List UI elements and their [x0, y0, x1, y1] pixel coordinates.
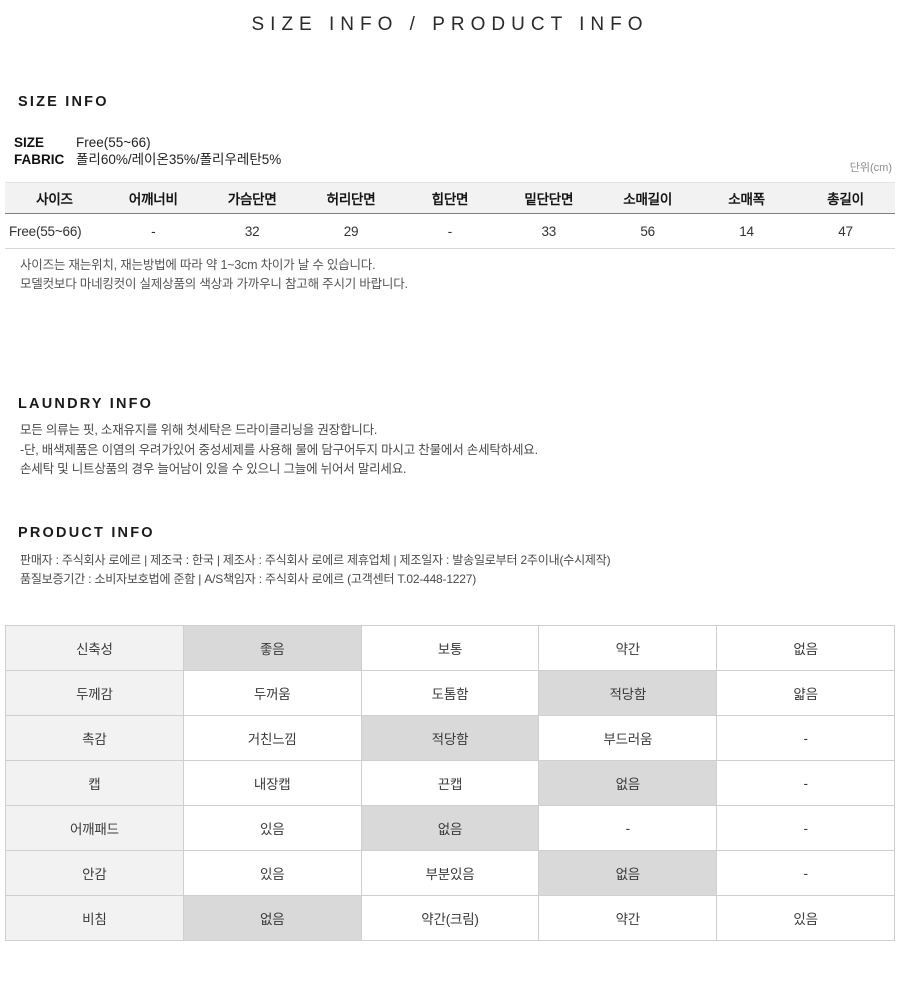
- size-notes: 사이즈는 재는위치, 재는방법에 따라 약 1~3cm 차이가 날 수 있습니다…: [20, 256, 408, 294]
- property-option-cell-selected: 없음: [360, 805, 540, 851]
- property-option-cell-selected: 적당함: [538, 670, 718, 716]
- section-heading-product-info: PRODUCT INFO: [18, 525, 155, 541]
- property-label-cell: 어깨패드: [5, 805, 184, 851]
- property-option-cell: -: [716, 850, 895, 896]
- property-option-cell: 끈캡: [360, 760, 540, 806]
- size-table-header-cell: 가슴단면: [202, 182, 302, 214]
- spec-value-fabric: 폴리60%/레이온35%/폴리우레탄5%: [76, 152, 282, 167]
- section-heading-laundry-info: LAUNDRY INFO: [18, 396, 154, 412]
- property-label-cell: 촉감: [5, 715, 184, 761]
- property-option-cell-selected: 적당함: [360, 715, 540, 761]
- property-option-cell: 얇음: [716, 670, 895, 716]
- size-table-header-cell: 사이즈: [5, 182, 104, 214]
- property-option-cell: 없음: [716, 625, 895, 671]
- property-option-cell: 거친느낌: [182, 715, 362, 761]
- page-title: SIZE INFO / PRODUCT INFO: [251, 14, 649, 35]
- size-table-cell: 56: [598, 213, 698, 249]
- property-option-cell: 약간(크림): [360, 895, 540, 941]
- unit-note: 단위(cm): [849, 162, 892, 174]
- property-option-cell: -: [716, 760, 895, 806]
- property-label-cell: 신축성: [5, 625, 184, 671]
- size-note-line: 사이즈는 재는위치, 재는방법에 따라 약 1~3cm 차이가 날 수 있습니다…: [20, 258, 376, 272]
- size-table-header-cell: 밑단단면: [499, 182, 599, 214]
- property-label-cell: 안감: [5, 850, 184, 896]
- property-option-cell: 두꺼움: [182, 670, 362, 716]
- property-option-cell: -: [538, 805, 718, 851]
- size-table-cell: 29: [301, 213, 401, 249]
- laundry-note-line: 모든 의류는 핏, 소재유지를 위해 첫세탁은 드라이클리닝을 권장합니다.: [20, 423, 378, 437]
- size-table-header-cell: 총길이: [796, 182, 895, 214]
- size-table-cell: 33: [499, 213, 599, 249]
- product-note-line: 품질보증기간 : 소비자보호법에 준함 | A/S책임자 : 주식회사 로에르 …: [20, 572, 477, 586]
- size-note-line: 모델컷보다 마네킹컷이 실제상품의 색상과 가까우니 참고해 주시기 바랍니다.: [20, 277, 408, 291]
- laundry-notes: 모든 의류는 핏, 소재유지를 위해 첫세탁은 드라이클리닝을 권장합니다. -단…: [20, 421, 538, 480]
- property-table-row: 안감 있음 부분있음 없음 -: [5, 850, 895, 896]
- size-measurement-table: 사이즈 어깨너비 가슴단면 허리단면 힙단면 밑단단면 소매길이 소매폭 총길이 Free(55…: [5, 182, 895, 249]
- spec-value-size: Free(55~66): [76, 135, 151, 150]
- size-table-cell: -: [400, 213, 500, 249]
- property-option-cell: 약간: [538, 625, 718, 671]
- property-option-cell: 도톰함: [360, 670, 540, 716]
- property-option-cell: 약간: [538, 895, 718, 941]
- section-heading-size-info: SIZE INFO: [18, 94, 109, 110]
- property-label-cell: 캡: [5, 760, 184, 806]
- size-table-header-cell: 소매길이: [598, 182, 698, 214]
- property-table-row: 캡 내장캡 끈캡 없음 -: [5, 760, 895, 806]
- size-table-cell: -: [103, 213, 203, 249]
- property-table-row: 어깨패드 있음 없음 - -: [5, 805, 895, 851]
- spec-label-fabric: FABRIC: [14, 152, 65, 167]
- property-option-cell-selected: 없음: [538, 850, 718, 896]
- size-table-body: Free(55~66) -32 29-33 56 14 47: [5, 213, 895, 249]
- property-table-row: 비침 없음 약간(크림) 약간 있음: [5, 895, 895, 941]
- property-option-cell: -: [716, 715, 895, 761]
- property-table-row: 신축성 좋음 보통 약간 없음: [5, 625, 895, 671]
- size-table-cell: Free(55~66): [5, 213, 104, 249]
- property-label-cell: 두께감: [5, 670, 184, 716]
- property-option-cell: 내장캡: [182, 760, 362, 806]
- spec-row-fabric: FABRIC 폴리60%/레이온35%/폴리우레탄5%: [14, 151, 281, 168]
- property-option-cell: 있음: [182, 805, 362, 851]
- size-table-header-cell: 소매폭: [697, 182, 796, 214]
- property-option-cell-selected: 없음: [538, 760, 718, 806]
- size-fabric-spec: SIZE Free(55~66) FABRIC 폴리60%/레이온35%/폴리우…: [14, 134, 281, 168]
- property-option-cell-selected: 없음: [182, 895, 362, 941]
- property-label-cell: 비침: [5, 895, 184, 941]
- size-table-header-cell: 어깨너비: [103, 182, 203, 214]
- property-table-row: 두께감 두꺼움 도톰함 적당함 얇음: [5, 670, 895, 716]
- size-table-header-cell: 허리단면: [301, 182, 401, 214]
- size-table-row: Free(55~66) -32 29-33 56 14 47: [5, 213, 895, 249]
- size-table-cell: 47: [796, 213, 895, 249]
- property-option-cell: 있음: [182, 850, 362, 896]
- spec-row-size: SIZE Free(55~66): [14, 134, 281, 151]
- property-table-body: 신축성 좋음 보통 약간 없음 두께감 두꺼움 도톰함 적당함 얇음 촉감 거친느낌 적당함 부드러움 - 캡…: [5, 625, 895, 941]
- product-property-table: 신축성 좋음 보통 약간 없음 두께감 두꺼움 도톰함 적당함 얇음 촉감 거친느낌 적당함 부드러움 - 캡…: [5, 625, 895, 941]
- product-notes: 판매자 : 주식회사 로에르 | 제조국 : 한국 | 제조사 : 주식회사 로…: [20, 551, 611, 589]
- size-table-cell: 14: [697, 213, 796, 249]
- product-note-line: 판매자 : 주식회사 로에르 | 제조국 : 한국 | 제조사 : 주식회사 로…: [20, 553, 611, 567]
- property-option-cell: 있음: [716, 895, 895, 941]
- size-table-header-cell: 힙단면: [400, 182, 500, 214]
- property-table-row: 촉감 거친느낌 적당함 부드러움 -: [5, 715, 895, 761]
- laundry-note-line: -단, 배색제품은 이염의 우려가있어 중성세제를 사용해 물에 담구어두지 마…: [20, 442, 538, 457]
- property-option-cell: -: [716, 805, 895, 851]
- size-table-cell: 32: [202, 213, 302, 249]
- property-option-cell: 보통: [360, 625, 540, 671]
- property-option-cell: 부드러움: [538, 715, 718, 761]
- size-table-header-row: 사이즈 어깨너비 가슴단면 허리단면 힙단면 밑단단면 소매길이 소매폭 총길이: [5, 182, 895, 214]
- spec-label-size: SIZE: [14, 135, 45, 150]
- property-option-cell-selected: 좋음: [182, 625, 362, 671]
- laundry-note-line: 손세탁 및 니트상품의 경우 늘어남이 있을 수 있으니 그늘에 뉘어서 말리세…: [20, 462, 407, 476]
- property-option-cell: 부분있음: [360, 850, 540, 896]
